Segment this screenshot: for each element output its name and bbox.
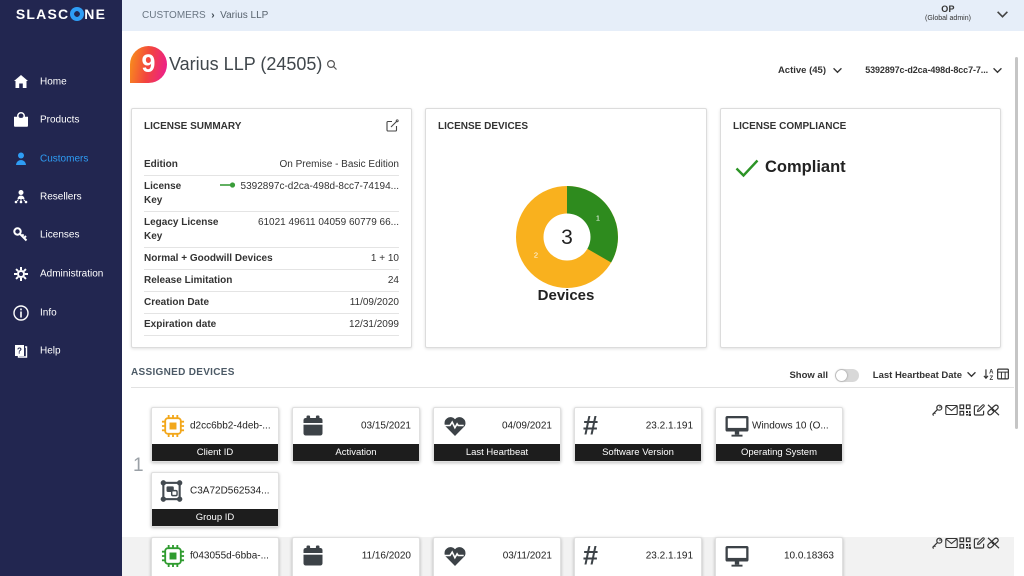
svg-text:?: ? [17, 347, 22, 356]
svg-text:1: 1 [596, 214, 600, 223]
svg-text:A: A [989, 370, 994, 376]
svg-text:Z: Z [989, 376, 993, 381]
svg-text:3: 3 [561, 226, 573, 249]
svg-text:2: 2 [534, 251, 538, 260]
